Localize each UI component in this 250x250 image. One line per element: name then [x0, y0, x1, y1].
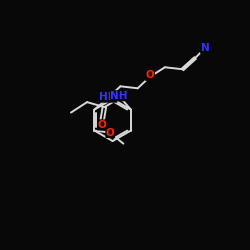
Text: O: O — [98, 120, 106, 130]
Text: O: O — [146, 70, 154, 81]
Text: NH: NH — [110, 91, 128, 101]
Text: O: O — [106, 128, 115, 138]
Text: HN: HN — [99, 92, 117, 102]
Text: N: N — [200, 43, 209, 53]
